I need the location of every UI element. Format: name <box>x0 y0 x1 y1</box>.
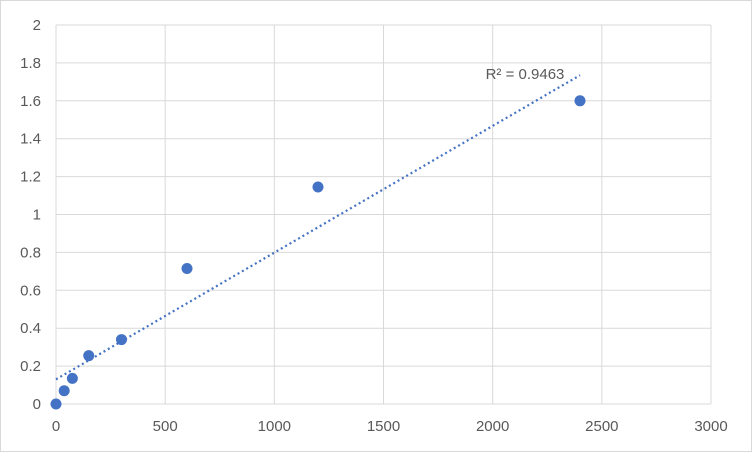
x-tick-label: 0 <box>52 418 60 435</box>
x-tick-label: 1500 <box>367 418 400 435</box>
y-tick-label: 1.4 <box>20 131 41 148</box>
y-axis-ticks: 0 0.2 0.4 0.6 0.8 1 1.2 1.4 1.6 1.8 2 <box>20 17 41 413</box>
data-point <box>66 372 78 384</box>
y-tick-label: 0.6 <box>20 282 41 299</box>
y-tick-label: 0.4 <box>20 320 41 337</box>
y-tick-label: 0.2 <box>20 358 41 375</box>
x-tick-label: 1000 <box>258 418 291 435</box>
y-tick-label: 1.6 <box>20 93 41 110</box>
data-point <box>181 263 193 275</box>
y-tick-label: 1.2 <box>20 169 41 186</box>
x-axis-ticks: 0 500 1000 1500 2000 2500 3000 <box>52 418 728 435</box>
data-point <box>83 350 95 362</box>
y-tick-label: 1.8 <box>20 55 41 72</box>
y-tick-label: 2 <box>33 17 41 34</box>
x-tick-label: 2000 <box>476 418 509 435</box>
data-point <box>574 95 586 107</box>
x-tick-label: 500 <box>153 418 178 435</box>
trendline-group <box>55 74 581 381</box>
gridlines <box>55 24 712 405</box>
data-point <box>58 385 70 397</box>
x-tick-label: 3000 <box>694 418 727 435</box>
data-point <box>50 398 62 410</box>
r-squared-label: R² = 0.9463 <box>486 66 565 83</box>
x-tick-label: 2500 <box>585 418 618 435</box>
data-point <box>116 334 127 346</box>
y-tick-label: 0.8 <box>20 244 41 261</box>
trendline <box>55 74 581 381</box>
y-tick-label: 0 <box>33 396 41 413</box>
data-points <box>50 95 586 410</box>
data-point <box>312 181 324 193</box>
y-tick-label: 1 <box>33 207 41 224</box>
